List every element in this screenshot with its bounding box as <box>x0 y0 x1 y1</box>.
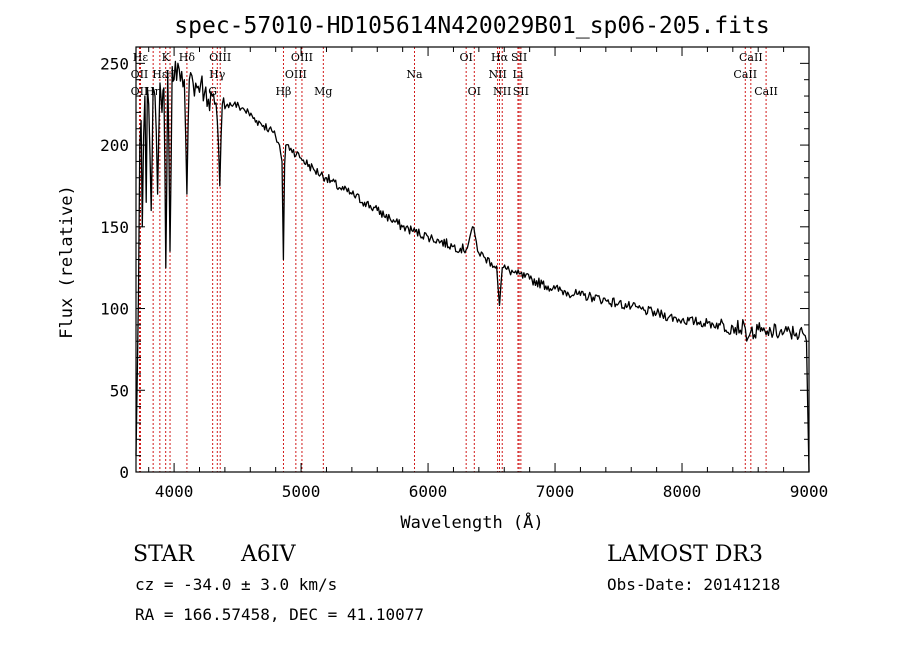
coordinates: RA = 166.57458, DEC = 41.10077 <box>135 605 424 624</box>
spectral-line-label: Hε <box>133 51 149 64</box>
y-axis-label: Flux (relative) <box>57 185 77 339</box>
x-tick-label: 9000 <box>790 482 829 501</box>
x-tick-label: 5000 <box>282 482 321 501</box>
plot-border <box>135 46 810 473</box>
spectral-line-label: Hα <box>491 51 509 64</box>
y-tick-label: 50 <box>110 381 129 400</box>
spectral-line-label: G <box>208 85 217 98</box>
spectral-line-label: OI <box>459 51 472 64</box>
y-tick-label: 200 <box>100 136 129 155</box>
x-tick-label: 4000 <box>155 482 194 501</box>
spectral-line-label: Li <box>513 68 524 81</box>
spectral-line-label: K <box>162 51 171 64</box>
spectral-line-label: Mg <box>314 85 332 98</box>
spectral-line-label: SII <box>513 85 529 98</box>
spectrum-line <box>135 60 810 473</box>
y-tick-label: 150 <box>100 218 129 237</box>
spectral-line-label: SII <box>511 51 527 64</box>
spectral-line-label: OI <box>468 85 481 98</box>
x-tick-label: 8000 <box>663 482 702 501</box>
velocity-readout: cz = -34.0 ± 3.0 km/s <box>135 575 337 594</box>
spectral-line-label: Hε <box>152 68 168 81</box>
spectral-line-label: OII <box>131 68 149 81</box>
y-tick-label: 250 <box>100 54 129 73</box>
y-tick-label: 100 <box>100 300 129 319</box>
spectral-line-markers <box>138 47 767 472</box>
survey-name: LAMOST DR3 <box>607 542 763 567</box>
x-tick-label: 6000 <box>409 482 448 501</box>
spectral-line-label: Hβ <box>275 85 291 98</box>
x-axis-label: Wavelength (Å) <box>400 511 543 533</box>
spectral-line-label: Hγ <box>209 68 226 81</box>
object-type: STAR <box>133 542 195 567</box>
x-tick-label: 7000 <box>536 482 575 501</box>
spectral-line-label: OIII <box>209 51 231 64</box>
spectral-line-label: NII <box>493 85 511 98</box>
spectral-class: A6IV <box>240 542 297 567</box>
x-axis-ticks: 4000 5000 6000 7000 8000 9000 <box>148 47 829 501</box>
plot-frame <box>135 46 810 473</box>
y-axis-ticks: 0 50 100 150 200 250 <box>100 46 809 482</box>
spectral-line-label: OIII <box>291 51 313 64</box>
spectral-line-label: H <box>165 68 175 81</box>
spectral-line-label: Na <box>406 68 423 81</box>
spectral-line-label: OII <box>131 85 149 98</box>
spectral-line-label: CaII <box>739 51 763 64</box>
spectral-line-label: CaII <box>733 68 757 81</box>
chart-title: spec-57010-HD105614N420029B01_sp06-205.f… <box>174 13 769 39</box>
obs-date: Obs-Date: 20141218 <box>607 575 780 594</box>
spectral-line-label: OIII <box>285 68 307 81</box>
spectral-line-label: Hδ <box>179 51 196 64</box>
spectral-line-label: NII <box>488 68 506 81</box>
y-tick-label: 0 <box>119 463 129 482</box>
spectral-line-label: CaII <box>754 85 778 98</box>
